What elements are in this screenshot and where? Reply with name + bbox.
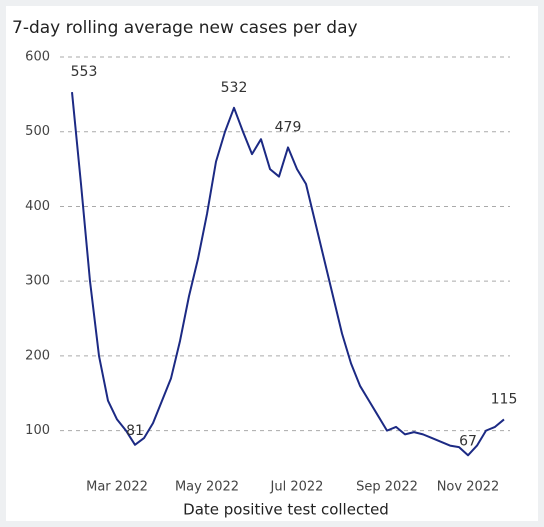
- data-label: 115: [491, 391, 518, 407]
- data-label: 81: [126, 423, 144, 439]
- line: [71, 92, 505, 457]
- x-tick-label: Sep 2022: [356, 480, 418, 495]
- y-tick-label: 400: [25, 199, 50, 214]
- y-tick-label: 200: [25, 348, 50, 363]
- data-label: 553: [71, 64, 98, 80]
- x-tick-label: Jul 2022: [270, 480, 324, 495]
- x-tick-label: Mar 2022: [86, 480, 148, 495]
- data-label: 532: [221, 80, 248, 96]
- y-tick-label: 100: [25, 423, 50, 438]
- y-tick-label: 300: [25, 274, 50, 289]
- y-tick-label: 500: [25, 124, 50, 139]
- y-tick-label: 600: [25, 50, 50, 65]
- x-tick-label: May 2022: [175, 480, 239, 495]
- x-tick-label: Nov 2022: [437, 480, 500, 495]
- chart-title: 7-day rolling average new cases per day: [12, 18, 358, 38]
- data-label: 479: [275, 119, 302, 135]
- data-label: 67: [459, 433, 477, 449]
- chart: 7-day rolling average new cases per day …: [12, 18, 518, 519]
- x-axis-label: Date positive test collected: [183, 501, 389, 519]
